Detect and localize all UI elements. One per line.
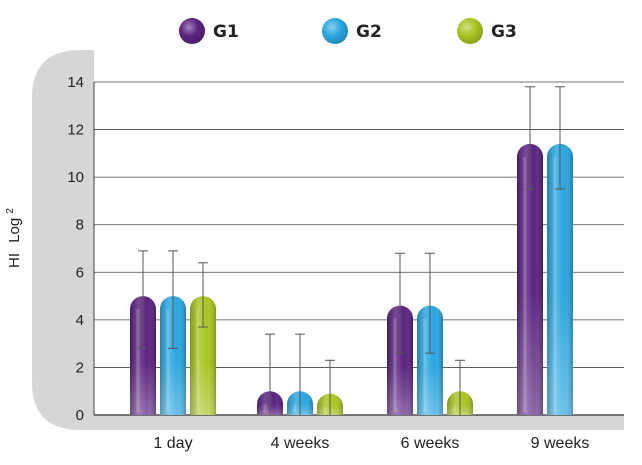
legend-label: G2 (356, 22, 382, 42)
x-category-label: 9 weeks (531, 435, 590, 452)
legend-swatch (457, 18, 483, 44)
y-axis-label-unit: Log (6, 218, 23, 243)
x-category-labels: 1 day 4 weeks 6 weeks 9 weeks (153, 435, 589, 452)
error-bar-G3-6-weeks (455, 359, 465, 415)
y-tick-labels: 0 2 4 6 8 10 12 14 (67, 74, 84, 424)
bars (130, 143, 573, 416)
y-tick-label: 4 (76, 312, 84, 329)
error-bar-G1-4-weeks (265, 333, 275, 415)
x-category-label: 1 day (153, 435, 192, 452)
y-axis-label: HI Log 2 (5, 208, 23, 268)
y-tick-label: 8 (76, 217, 84, 234)
x-category-label: 6 weeks (401, 435, 460, 452)
y-axis-label-sup: 2 (5, 208, 16, 214)
y-axis-label-main: HI (6, 253, 23, 268)
y-tick-label: 0 (76, 407, 84, 424)
error-bar-G2-4-weeks (295, 333, 305, 415)
bar-G2-6-weeks (417, 305, 443, 415)
legend-swatch (179, 18, 205, 44)
legend-item-G2: G2 (322, 18, 382, 44)
bar-G2-9-weeks (547, 143, 573, 416)
y-tick-label: 12 (67, 122, 84, 139)
legend-label: G1 (213, 22, 239, 42)
y-tick-label: 10 (67, 169, 84, 186)
bar-G3-1-day (190, 296, 216, 415)
error-bar-G1-1-day (138, 250, 148, 349)
y-tick-label: 14 (67, 74, 84, 91)
bar-G1-1-day (130, 296, 156, 415)
x-category-label: 4 weeks (271, 435, 330, 452)
bar-G2-1-day (160, 296, 186, 415)
bar-G1-6-weeks (387, 305, 413, 415)
error-bar-G3-1-day (198, 262, 208, 328)
error-bars (138, 86, 565, 415)
error-bar-G1-6-weeks (395, 252, 405, 354)
legend: G1 G2 G3 (179, 18, 517, 44)
error-bar-G2-9-weeks (555, 86, 565, 190)
bar-G1-9-weeks (517, 143, 543, 416)
legend-item-G1: G1 (179, 18, 239, 44)
y-tick-label: 6 (76, 264, 84, 281)
legend-label: G3 (491, 22, 517, 42)
error-bar-G1-9-weeks (525, 86, 535, 190)
legend-item-G3: G3 (457, 18, 517, 44)
y-tick-label: 2 (76, 359, 84, 376)
error-bar-G2-1-day (168, 250, 178, 349)
error-bar-G3-4-weeks (325, 359, 335, 415)
error-bar-G2-6-weeks (425, 252, 435, 354)
legend-swatch (322, 18, 348, 44)
